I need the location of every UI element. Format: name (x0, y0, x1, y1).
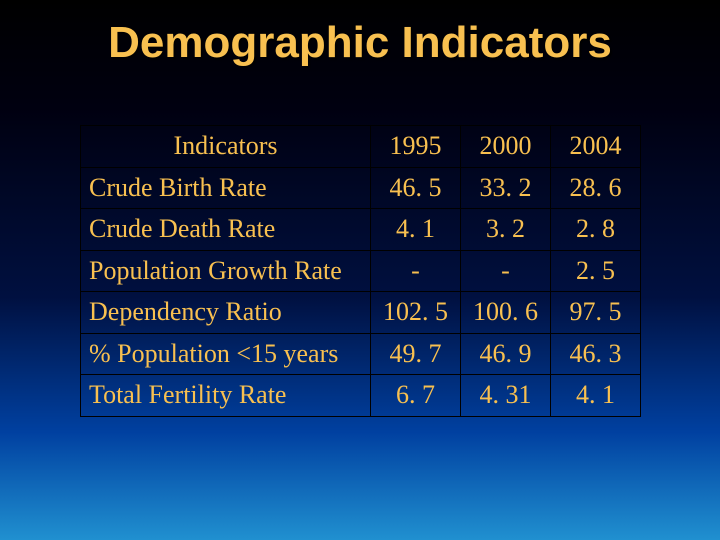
col-header-1995: 1995 (371, 126, 461, 168)
cell-value: - (461, 250, 551, 292)
cell-value: 28. 6 (551, 167, 641, 209)
indicator-label: Crude Birth Rate (81, 167, 371, 209)
cell-value: 100. 6 (461, 292, 551, 334)
indicator-label: Population Growth Rate (81, 250, 371, 292)
cell-value: 6. 7 (371, 375, 461, 417)
cell-value: 2. 8 (551, 209, 641, 251)
table-row: Crude Birth Rate 46. 5 33. 2 28. 6 (81, 167, 641, 209)
table-row: Dependency Ratio 102. 5 100. 6 97. 5 (81, 292, 641, 334)
indicator-label: Crude Death Rate (81, 209, 371, 251)
cell-value: - (371, 250, 461, 292)
indicator-label: Dependency Ratio (81, 292, 371, 334)
cell-value: 102. 5 (371, 292, 461, 334)
demographic-table: Indicators 1995 2000 2004 Crude Birth Ra… (80, 125, 641, 417)
table-row: Crude Death Rate 4. 1 3. 2 2. 8 (81, 209, 641, 251)
col-header-2000: 2000 (461, 126, 551, 168)
cell-value: 2. 5 (551, 250, 641, 292)
cell-value: 46. 9 (461, 333, 551, 375)
slide-title: Demographic Indicators (0, 18, 720, 68)
slide: Demographic Indicators Indicators 1995 2… (0, 0, 720, 540)
indicator-label: % Population <15 years (81, 333, 371, 375)
table-header-row: Indicators 1995 2000 2004 (81, 126, 641, 168)
indicator-label: Total Fertility Rate (81, 375, 371, 417)
col-header-2004: 2004 (551, 126, 641, 168)
table-row: Total Fertility Rate 6. 7 4. 31 4. 1 (81, 375, 641, 417)
cell-value: 46. 3 (551, 333, 641, 375)
cell-value: 4. 1 (551, 375, 641, 417)
cell-value: 33. 2 (461, 167, 551, 209)
cell-value: 49. 7 (371, 333, 461, 375)
demographic-table-container: Indicators 1995 2000 2004 Crude Birth Ra… (80, 125, 640, 417)
cell-value: 3. 2 (461, 209, 551, 251)
cell-value: 46. 5 (371, 167, 461, 209)
cell-value: 97. 5 (551, 292, 641, 334)
table-row: % Population <15 years 49. 7 46. 9 46. 3 (81, 333, 641, 375)
cell-value: 4. 31 (461, 375, 551, 417)
table-row: Population Growth Rate - - 2. 5 (81, 250, 641, 292)
cell-value: 4. 1 (371, 209, 461, 251)
col-header-indicators: Indicators (81, 126, 371, 168)
